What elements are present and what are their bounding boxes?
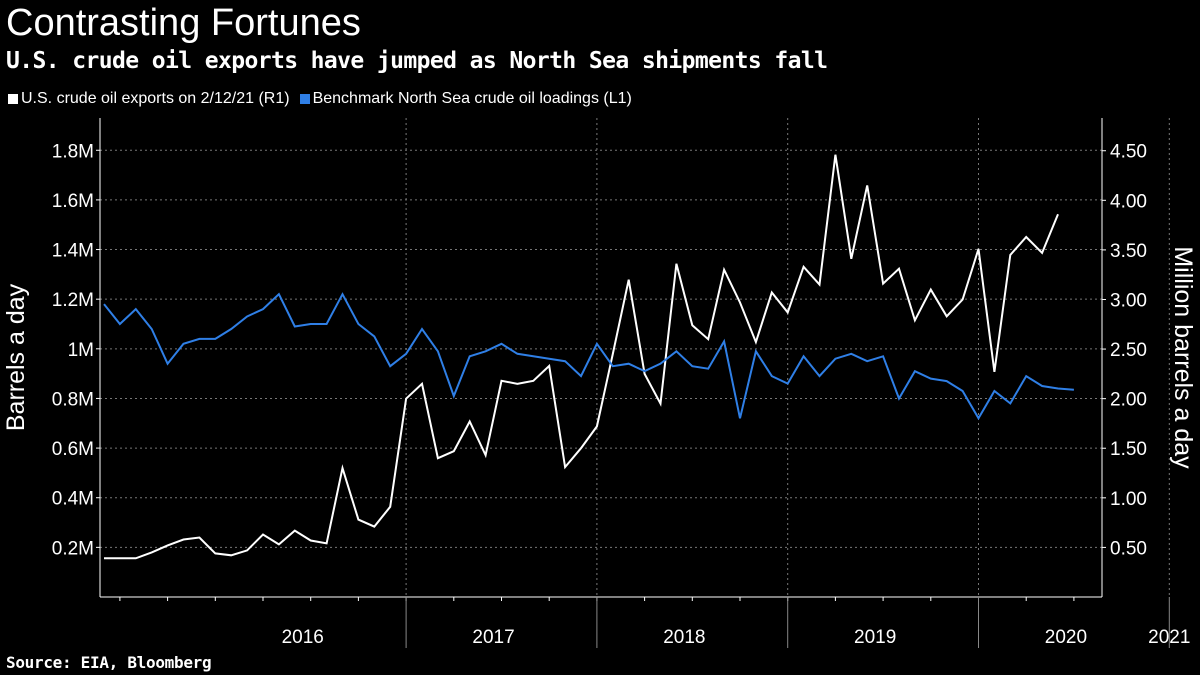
label-layer: 0.2M 0.4M 0.6M 0.8M 1M 1.2M 1.4M 1.6M 1.8M 0.50 1.… [2,141,1197,648]
year-label-2016: 2016 [282,627,324,648]
y-axis-left-label: Barrels a day [2,283,30,431]
series-line-us-exports [104,154,1059,560]
legend-label-us-exports: U.S. crude oil exports on 2/12/21 (R1) [21,90,290,107]
year-label-2018: 2018 [663,627,705,648]
legend-label-north-sea: Benchmark North Sea crude oil loadings (… [312,90,632,107]
left-tick-label-0: 0.2M [52,538,94,559]
series-line-north-sea [103,292,1074,421]
left-tick-label-7: 1.6M [52,191,94,212]
right-tick-label-8: 4.50 [1110,142,1147,163]
right-tick-label-4: 2.50 [1110,340,1147,361]
right-tick-label-1: 1.00 [1110,489,1147,510]
year-label-2020: 2020 [1045,627,1087,648]
legend-item-north-sea: Benchmark North Sea crude oil loadings (… [299,90,632,108]
left-tick-label-3: 0.8M [52,389,94,410]
legend-item-us-exports: U.S. crude oil exports on 2/12/21 (R1) [8,90,290,108]
legend: U.S. crude oil exports on 2/12/21 (R1) B… [8,90,642,108]
left-tick-label-5: 1.2M [52,290,94,311]
right-tick-label-5: 3.00 [1110,290,1147,311]
chart-subtitle: U.S. crude oil exports have jumped as No… [6,48,828,74]
left-tick-label-6: 1.4M [52,241,94,262]
right-tick-label-2: 1.50 [1110,439,1147,460]
year-label-2017: 2017 [472,627,514,648]
right-tick-label-7: 4.00 [1110,191,1147,212]
grid-layer [100,118,1170,597]
source-note: Source: EIA, Bloomberg [6,653,212,672]
legend-swatch-north-sea [299,94,310,104]
right-tick-label-0: 0.50 [1110,538,1147,559]
right-tick-label-6: 3.50 [1110,241,1147,262]
left-tick-label-8: 1.8M [52,141,94,162]
left-tick-label-2: 0.6M [52,439,94,460]
chart-title: Contrasting Fortunes [6,2,361,44]
year-label-2019: 2019 [854,627,896,648]
axis-layer [96,118,1170,648]
legend-swatch-us-exports [8,94,18,104]
series-layer [103,154,1074,560]
y-axis-right-label: Million barrels a day [1169,246,1197,469]
left-tick-label-4: 1M [68,340,94,361]
right-tick-label-3: 2.00 [1110,390,1147,411]
year-label-2021: 2021 [1148,627,1190,648]
left-tick-label-1: 0.4M [52,489,94,510]
